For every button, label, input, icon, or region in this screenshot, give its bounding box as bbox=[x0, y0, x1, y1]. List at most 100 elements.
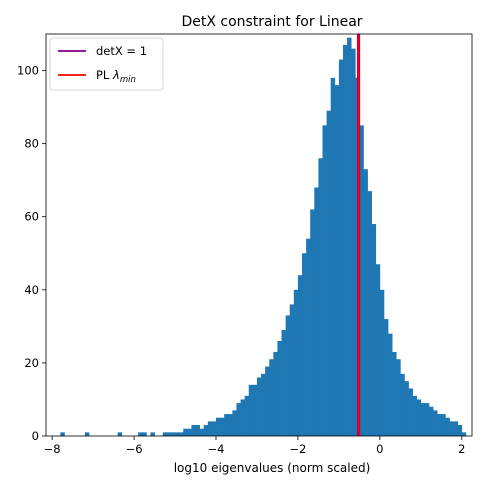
histogram-bar bbox=[220, 417, 225, 436]
histogram-bar bbox=[347, 37, 352, 437]
y-tick-label: 20 bbox=[24, 356, 39, 370]
histogram-bar bbox=[166, 432, 172, 436]
histogram-bar bbox=[269, 359, 274, 436]
histogram-bar bbox=[437, 414, 442, 436]
histogram-bar bbox=[293, 289, 299, 436]
histogram-bar bbox=[400, 373, 405, 436]
histogram-bar bbox=[441, 414, 446, 436]
histogram-bar bbox=[191, 425, 196, 436]
histogram-bar bbox=[187, 428, 192, 436]
y-tick-label: 0 bbox=[32, 429, 39, 443]
x-tick-label: −8 bbox=[44, 442, 61, 456]
x-tick-label: 0 bbox=[376, 442, 383, 456]
histogram-bar bbox=[310, 209, 315, 436]
x-axis-ticks: −8 −6 −4 −2 0 2 bbox=[44, 436, 465, 456]
histogram-bar bbox=[420, 403, 426, 436]
histogram-bar bbox=[203, 425, 209, 436]
histogram-bar bbox=[383, 319, 389, 436]
histogram-bar bbox=[314, 187, 319, 436]
histogram-bar bbox=[359, 125, 364, 437]
histogram-bar bbox=[170, 432, 176, 436]
legend-label-subscript: min bbox=[120, 75, 136, 85]
histogram-bar bbox=[175, 432, 180, 436]
y-tick-label: 100 bbox=[17, 64, 39, 78]
legend-label-symbol: λ bbox=[112, 68, 120, 82]
histogram-bar bbox=[330, 77, 336, 436]
histogram-bar bbox=[150, 432, 155, 436]
histogram-bar bbox=[424, 403, 430, 436]
histogram-bar bbox=[388, 333, 393, 436]
histogram-bar bbox=[142, 432, 147, 436]
legend: detX = 1 PL λmin bbox=[49, 37, 164, 91]
histogram-bar bbox=[285, 315, 291, 436]
histogram-bars bbox=[60, 37, 467, 437]
histogram-bar bbox=[236, 403, 241, 436]
histogram-bar bbox=[302, 253, 307, 436]
histogram-bar bbox=[265, 366, 270, 436]
histogram-bar bbox=[367, 191, 372, 436]
x-tick-label: 2 bbox=[458, 442, 465, 456]
x-axis-label: log10 eigenvalues (norm scaled) bbox=[174, 461, 371, 475]
histogram-bar bbox=[252, 384, 258, 436]
legend-label-prefix: PL bbox=[96, 68, 113, 82]
histogram-bar bbox=[273, 351, 278, 436]
histogram-bar bbox=[342, 44, 348, 437]
histogram-bar bbox=[199, 428, 205, 436]
histogram-bar bbox=[138, 432, 143, 436]
histogram-bar bbox=[318, 158, 323, 436]
histogram-bar bbox=[261, 373, 266, 436]
y-tick-label: 80 bbox=[24, 137, 39, 151]
histogram-bar bbox=[277, 340, 282, 436]
histogram-bar bbox=[379, 289, 385, 436]
histogram-bar bbox=[281, 330, 286, 436]
histogram-bar bbox=[256, 377, 262, 436]
y-tick-label: 60 bbox=[24, 210, 39, 224]
histogram-bar bbox=[162, 432, 168, 436]
legend-label-pl-lambda: PL λmin bbox=[96, 68, 136, 85]
histogram-bar bbox=[412, 395, 418, 436]
histogram-bar bbox=[461, 432, 467, 436]
histogram-bar bbox=[84, 432, 90, 436]
y-tick-label: 40 bbox=[24, 283, 39, 297]
histogram-bar bbox=[195, 425, 200, 436]
histogram-bar bbox=[289, 304, 295, 436]
histogram-bar bbox=[416, 399, 422, 436]
histogram-bar bbox=[408, 388, 413, 436]
histogram-bar bbox=[297, 275, 303, 436]
histogram-bar bbox=[322, 125, 327, 437]
histogram-bar bbox=[211, 421, 217, 436]
histogram-bar bbox=[326, 110, 332, 436]
histogram-bar bbox=[248, 384, 254, 436]
x-tick-label: −6 bbox=[126, 442, 143, 456]
histogram-bar bbox=[338, 59, 344, 436]
chart-title: DetX constraint for Linear bbox=[181, 14, 362, 30]
histogram-bar bbox=[232, 410, 237, 436]
histogram-bar bbox=[224, 414, 229, 436]
histogram-bar bbox=[392, 351, 397, 436]
histogram-bar bbox=[215, 417, 221, 436]
histogram-bar bbox=[228, 414, 233, 436]
histogram-bar bbox=[396, 359, 401, 436]
histogram-bar bbox=[445, 417, 450, 436]
plot-frame bbox=[45, 33, 473, 437]
histogram-bar bbox=[60, 432, 65, 436]
histogram-bar bbox=[404, 381, 409, 436]
histogram-bar bbox=[457, 425, 463, 436]
histogram-bar bbox=[453, 421, 459, 436]
histogram-bar bbox=[207, 421, 213, 436]
histogram-bar bbox=[117, 432, 123, 436]
histogram-bar bbox=[179, 432, 184, 436]
histogram-bar bbox=[334, 85, 340, 436]
histogram-bar bbox=[240, 399, 246, 436]
histogram-bar bbox=[371, 224, 377, 436]
histogram-bar bbox=[306, 238, 311, 436]
histogram-bar bbox=[351, 48, 356, 437]
histogram-bar bbox=[375, 264, 381, 436]
histogram-bar bbox=[244, 395, 250, 436]
histogram-bar bbox=[183, 428, 188, 436]
histogram-bar bbox=[433, 410, 438, 436]
histogram-bar bbox=[449, 421, 454, 436]
histogram-bar bbox=[363, 169, 368, 436]
y-axis-ticks: 0 20 40 60 80 100 bbox=[17, 64, 46, 443]
x-tick-label: −4 bbox=[208, 442, 225, 456]
